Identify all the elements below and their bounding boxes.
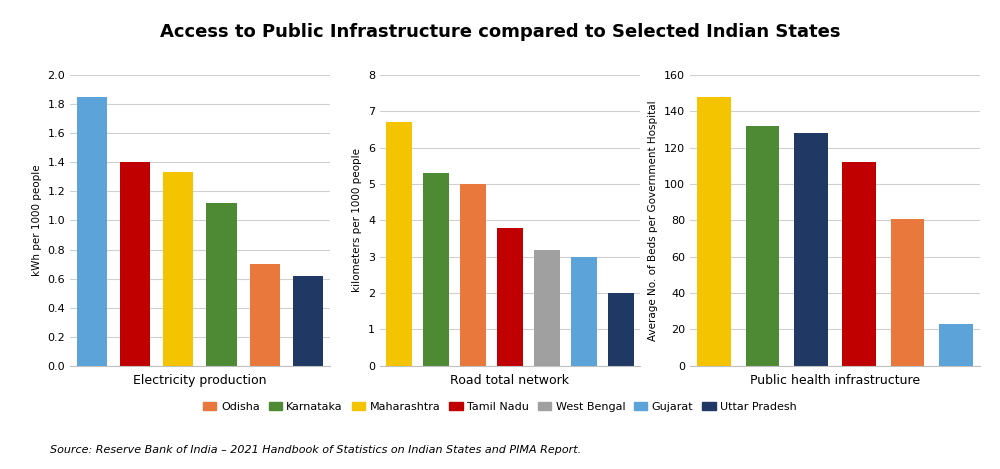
Bar (76, 97, 107, 366)
Bar (120, 162, 150, 366)
Bar (697, 97, 731, 366)
Bar (842, 162, 876, 366)
Bar (423, 173, 449, 366)
Bar (794, 133, 828, 366)
Text: Source: Reserve Bank of India – 2021 Handbook of Statistics on Indian States and: Source: Reserve Bank of India – 2021 Han… (50, 445, 581, 455)
Bar (534, 250, 560, 366)
Bar (891, 219, 924, 366)
Y-axis label: Average No. of Beds per Government Hospital: Average No. of Beds per Government Hospi… (648, 100, 658, 341)
Bar (293, 276, 323, 366)
Text: Access to Public Infrastructure compared to Selected Indian States: Access to Public Infrastructure compared… (160, 23, 840, 41)
Bar (608, 293, 634, 366)
X-axis label: Public health infrastructure: Public health infrastructure (750, 374, 920, 387)
Bar (460, 184, 486, 366)
Bar (497, 228, 523, 366)
Bar (571, 257, 597, 366)
Bar (939, 324, 973, 366)
Bar (250, 264, 280, 366)
X-axis label: Electricity production: Electricity production (133, 374, 267, 387)
X-axis label: Road total network: Road total network (450, 374, 570, 387)
Bar (206, 203, 237, 366)
Y-axis label: kWh per 1000 people: kWh per 1000 people (32, 165, 42, 276)
Legend: Odisha, Karnataka, Maharashtra, Tamil Nadu, West Bengal, Gujarat, Uttar Pradesh: Odisha, Karnataka, Maharashtra, Tamil Na… (199, 398, 801, 416)
Bar (386, 122, 412, 366)
Bar (163, 173, 193, 366)
Bar (746, 126, 779, 366)
Y-axis label: kilometers per 1000 people: kilometers per 1000 people (352, 148, 362, 293)
